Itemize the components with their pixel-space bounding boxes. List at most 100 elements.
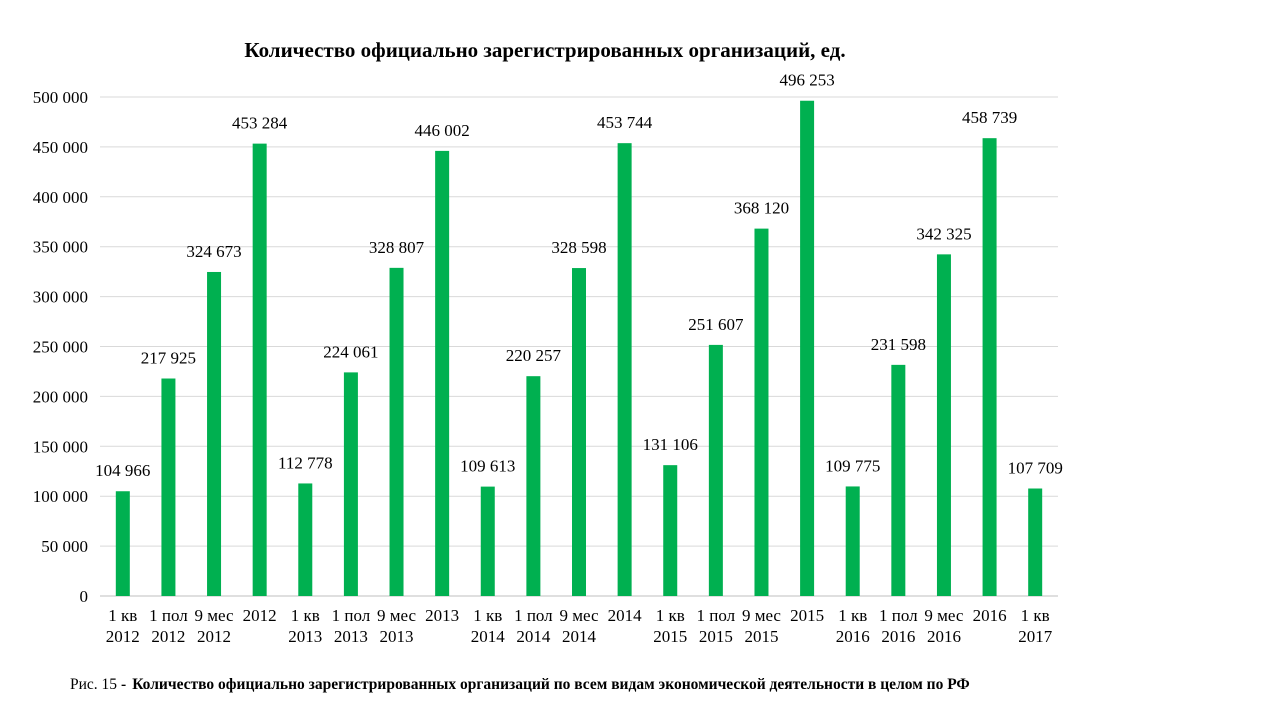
x-tick-label: 1 пол [514,606,553,625]
y-tick-label: 200 000 [33,387,88,406]
x-tick-label: 2016 [927,627,961,646]
y-tick-label: 450 000 [33,138,88,157]
bar [800,100,815,597]
y-tick-label: 150 000 [33,437,88,456]
x-tick-label: 2017 [1018,627,1053,646]
x-tick-label: 2014 [562,627,597,646]
data-label: 112 778 [278,453,333,472]
data-label: 328 598 [551,238,606,257]
chart-title: Количество официально зарегистрированных… [244,38,845,62]
x-tick-label: 2013 [334,627,368,646]
data-label: 104 966 [95,461,150,480]
data-label: 453 744 [597,113,653,132]
value-labels: 104 966 217 925 324 673 453 284 112 778 224 0… [95,71,1063,481]
x-tick-label: 1 пол [332,606,371,625]
x-tick-label: 2014 [608,606,643,625]
bar [708,344,723,596]
data-label: 224 061 [323,342,378,361]
data-label: 251 607 [688,315,744,334]
x-tick-label: 9 мес [195,606,234,625]
x-tick-label: 2016 [881,627,915,646]
data-label: 446 002 [415,121,470,140]
x-tick-label: 2013 [425,606,459,625]
bar [982,138,997,597]
data-label: 328 807 [369,238,425,257]
data-label: 324 673 [186,242,241,261]
x-tick-label: 2012 [243,606,277,625]
caption-text: Количество официально зарегистрированных… [132,676,970,693]
x-tick-label: 2014 [471,627,506,646]
bar [1028,488,1043,596]
data-label: 131 106 [643,435,698,454]
x-tick-label: 2016 [836,627,870,646]
bar [115,491,130,596]
x-tick-label: 1 кв [838,606,867,625]
x-tick-label: 9 мес [924,606,963,625]
bar [663,465,678,596]
y-tick-label: 250 000 [33,338,88,357]
x-tick-label: 2015 [790,606,824,625]
y-tick-label: 350 000 [33,238,88,257]
x-tick-label: 2014 [516,627,551,646]
figure-caption: Рис. 15- Количество официально зарегистри… [70,676,970,694]
x-tick-label: 9 мес [742,606,781,625]
x-tick-label: 9 мес [559,606,598,625]
bar [845,486,860,596]
x-tick-label: 1 кв [108,606,137,625]
data-label: 368 120 [734,199,789,218]
x-tick-label: 2013 [288,627,322,646]
data-label: 109 775 [825,456,880,475]
bar [617,143,632,596]
x-tick-label: 2012 [197,627,231,646]
y-tick-label: 300 000 [33,288,88,307]
caption-separator: - [121,676,127,693]
x-tick-label: 2016 [973,606,1007,625]
bar [936,254,951,596]
bar [343,372,358,596]
x-tick-label: 9 мес [377,606,416,625]
data-label: 458 739 [962,108,1017,127]
x-tick-label: 1 пол [697,606,736,625]
data-label: 342 325 [916,224,971,243]
x-axis: 1 кв 2012 1 пол 2012 9 мес 2012 2012 1 кв 2013 1 … [106,606,1053,646]
y-tick-label: 100 000 [33,487,88,506]
y-tick-label: 50 000 [41,537,88,556]
bar [389,267,404,596]
x-tick-label: 1 кв [1021,606,1050,625]
x-tick-label: 1 пол [149,606,188,625]
x-tick-label: 2015 [653,627,687,646]
bar [161,378,176,596]
x-tick-label: 1 кв [473,606,502,625]
x-tick-label: 1 кв [291,606,320,625]
data-label: 220 257 [506,346,562,365]
data-label: 231 598 [871,335,926,354]
x-tick-label: 2015 [744,627,778,646]
bar [754,228,769,596]
bar [207,271,222,596]
bar [298,483,313,596]
caption-prefix: Рис. 15 [70,676,118,693]
x-tick-label: 1 кв [656,606,685,625]
x-tick-label: 2012 [151,627,185,646]
data-label: 217 925 [141,349,196,368]
bar [891,364,906,596]
data-label: 109 613 [460,457,515,476]
y-tick-label: 500 000 [33,88,88,107]
x-tick-label: 1 пол [879,606,918,625]
data-label: 496 253 [779,71,834,90]
bar [480,486,495,596]
bar [252,143,267,597]
bar-chart: Количество официально зарегистрированных… [33,38,1063,646]
y-tick-label: 400 000 [33,188,88,207]
y-axis: 0 50 000 100 000 150 000 200 000 250 000 300 0… [33,88,88,606]
y-tick-label: 0 [80,587,89,606]
x-tick-label: 2013 [380,627,414,646]
data-label: 453 284 [232,114,288,133]
bars [115,100,1043,597]
x-tick-label: 2012 [106,627,140,646]
bar [435,150,450,596]
x-tick-label: 2015 [699,627,733,646]
bar [526,376,541,596]
bar [572,268,586,596]
data-label: 107 709 [1008,459,1063,478]
